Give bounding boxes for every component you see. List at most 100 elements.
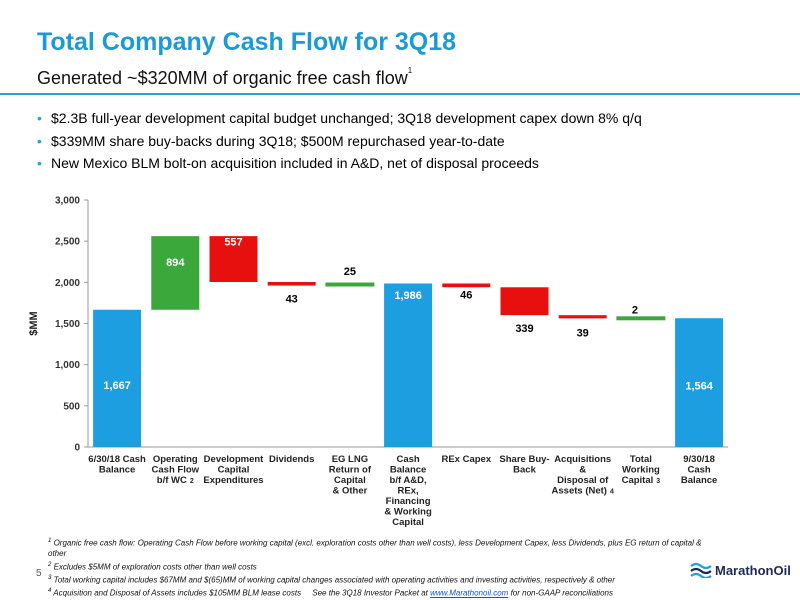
bullet-text: New Mexico BLM bolt-on acquisition inclu… [51, 155, 539, 171]
waterfall-bar-decrease [209, 236, 258, 283]
waterfall-bar-decrease [500, 287, 549, 316]
category-label: Cash [687, 465, 710, 476]
footnote-4: 4 Acquisition and Disposal of Assets inc… [48, 586, 708, 599]
waterfall-bar-decrease [442, 283, 491, 288]
category-label: Back [513, 465, 536, 476]
category-label: Capital 3 [622, 475, 661, 486]
category-label: EG LNG [332, 454, 368, 465]
category-footnote-marker: 4 [610, 489, 614, 496]
footnote-3-marker: 3 [48, 574, 52, 581]
slide-title: Total Company Cash Flow for 3Q18 [37, 28, 457, 56]
footnote-3: 3 Total working capital includes $67MM a… [48, 573, 708, 586]
data-label: 1,986 [394, 290, 422, 302]
category-label: Total [630, 454, 652, 465]
bullet-text: $339MM share buy-backs during 3Q18; $500… [51, 132, 505, 149]
data-label: 339 [515, 323, 533, 335]
waterfall-bar-decrease [267, 282, 316, 286]
footnote-4-text: Acquisition and Disposal of Assets inclu… [53, 588, 302, 598]
category-label: Disposal of [557, 475, 609, 486]
waterfall-bar-increase [325, 282, 375, 287]
footnote-1: 1 Organic free cash flow: Operating Cash… [48, 536, 708, 560]
y-tick-label: 0 [74, 443, 80, 454]
category-label: Balance [99, 465, 135, 476]
category-label: Capital [392, 517, 424, 528]
footnote-4-marker: 4 [48, 587, 52, 594]
footnote-3-text: Total working capital includes $67MM and… [53, 575, 615, 585]
category-label: Return of [329, 465, 372, 476]
data-label: 43 [286, 294, 298, 306]
wave-icon [690, 562, 712, 578]
y-tick-label: 2,500 [55, 237, 80, 248]
waterfall-bar-total [93, 309, 142, 447]
title-divider [0, 93, 800, 95]
category-label: Working [622, 465, 660, 476]
category-label: Capital [334, 475, 366, 486]
category-label: Cash [396, 454, 419, 465]
page-number: 5 [36, 568, 42, 579]
data-label: 1,564 [685, 380, 713, 392]
footnote-1-text: Organic free cash flow: Operating Cash F… [48, 538, 702, 559]
y-tick-label: 2,000 [55, 278, 80, 289]
category-footnote-marker: 3 [656, 478, 660, 485]
data-label: 46 [460, 289, 472, 301]
category-label: & [579, 465, 586, 476]
data-label: 557 [224, 236, 242, 248]
waterfall-bar-total [675, 318, 724, 447]
footnote-1-marker: 1 [48, 538, 52, 544]
company-logo: MarathonOil [690, 562, 791, 578]
waterfall-bar-decrease [558, 315, 607, 319]
category-label: Dividends [269, 454, 314, 465]
category-label: Balance [390, 465, 426, 476]
footnotes: 1 Organic free cash flow: Operating Cash… [48, 536, 708, 599]
category-label: & Other [332, 486, 367, 497]
bullet-dot-icon: • [37, 110, 42, 126]
bullet-list: • $2.3B full-year development capital bud… [37, 107, 642, 175]
bullet-dot-icon: • [37, 132, 42, 149]
category-label: b/f A&D, [390, 475, 427, 486]
category-label: Assets (Net) 4 [552, 486, 614, 497]
category-label: 9/30/18 [683, 454, 715, 465]
data-label: 1,667 [103, 380, 131, 392]
category-label: 6/30/18 Cash [88, 454, 146, 465]
waterfall-bar-increase [151, 236, 200, 310]
category-label: Share Buy- [499, 454, 549, 465]
y-tick-label: 500 [63, 401, 80, 412]
category-label: Development [204, 454, 264, 465]
y-tick-label: 1,500 [55, 319, 80, 330]
waterfall-bar-increase [616, 316, 666, 321]
category-label: Acquisitions [554, 454, 611, 465]
category-label: Balance [681, 475, 717, 486]
category-label: Operating [153, 454, 198, 465]
reconciliation-note: for non-GAAP reconciliations [508, 588, 613, 598]
data-label: 39 [577, 327, 589, 339]
slide-subtitle: Generated ~$320MM of organic free cash f… [37, 66, 413, 89]
category-label: & Working [384, 507, 432, 518]
category-label: Cash Flow [152, 465, 200, 476]
category-footnote-marker: 2 [190, 478, 194, 485]
footnote-2: 2 Excludes $5MM of exploration costs oth… [48, 560, 708, 573]
bullet-text: $2.3B full-year development capital budg… [51, 110, 642, 126]
data-label: 2 [632, 305, 638, 317]
data-label: 25 [344, 266, 356, 278]
data-label: 894 [166, 257, 185, 269]
subtitle-footnote-marker: 1 [407, 66, 413, 75]
category-label: Financing [386, 496, 431, 507]
bullet-dot-icon: • [37, 155, 42, 171]
waterfall-bar-total [384, 283, 433, 447]
bullet-item: • $339MM share buy-backs during 3Q18; $50… [37, 130, 642, 153]
y-axis-label: $MM [28, 311, 40, 335]
subtitle-text: Generated ~$320MM of organic free cash f… [37, 68, 408, 88]
footnote-2-marker: 2 [48, 561, 52, 568]
category-label: b/f WC 2 [157, 475, 194, 486]
bullet-item: • $2.3B full-year development capital bud… [37, 107, 642, 130]
y-tick-label: 3,000 [55, 196, 80, 207]
category-label: Capital [218, 465, 250, 476]
logo-wordmark: MarathonOil [715, 562, 791, 578]
bullet-item: • New Mexico BLM bolt-on acquisition incl… [37, 152, 642, 175]
investor-packet-note: See the 3Q18 Investor Packet at [312, 588, 431, 598]
marathon-website-link[interactable]: www.Marathonoil.com [430, 588, 509, 598]
waterfall-chart: 0 500 1,000 1,500 2,000 2,500 3,000 $MM 1,667 894… [28, 196, 729, 528]
y-tick-label: 1,000 [55, 360, 80, 371]
footnote-2-text: Excludes $5MM of exploration costs other… [53, 562, 257, 572]
